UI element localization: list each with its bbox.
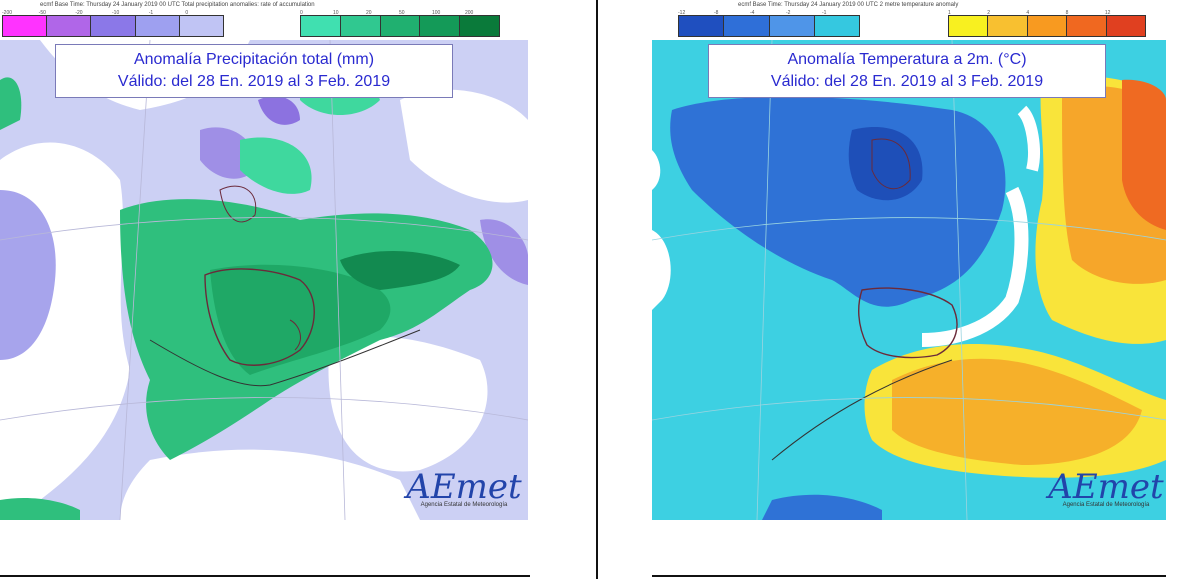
tick-label: -4 xyxy=(750,10,755,16)
temperature-anomaly-map xyxy=(652,40,1166,520)
tick-label: -2 xyxy=(786,10,791,16)
temperature-anomaly-panel: ecmf Base Time: Thursday 24 January 2019… xyxy=(596,0,1188,579)
precip-anomaly-map xyxy=(0,40,528,520)
tick-label: 1 xyxy=(948,10,951,16)
colorbar-swatch xyxy=(380,16,421,36)
temp-ticks-negative: -12 -8 -4 -2 -1 xyxy=(678,10,858,16)
precip-valid-dates: Válido: del 28 En. 2019 al 3 Feb. 2019 xyxy=(117,73,391,90)
colorbar-swatch xyxy=(988,16,1028,36)
colorbar-swatch xyxy=(949,16,989,36)
temp-title: Anomalía Temperatura a 2m. (°C) xyxy=(787,51,1027,68)
precip-title-box: Anomalía Precipitación total (mm) Válido… xyxy=(55,44,453,98)
tick-label: 200 xyxy=(465,10,474,16)
precip-ticks-positive: 0 10 20 50 100 200 xyxy=(300,10,498,16)
divider xyxy=(652,575,1166,577)
divider xyxy=(0,575,530,577)
tick-label: 10 xyxy=(333,10,339,16)
colorbar-swatch xyxy=(679,16,725,36)
colorbar-swatch xyxy=(724,16,770,36)
tick-label: -50 xyxy=(38,10,46,16)
temp-colorbar-positive xyxy=(948,15,1146,37)
aemet-logo-text: AEmet xyxy=(406,467,522,507)
tick-label: 0 xyxy=(300,10,303,16)
colorbar-swatch xyxy=(91,16,136,36)
tick-label: 20 xyxy=(366,10,372,16)
tick-label: -1 xyxy=(148,10,154,16)
temp-valid-dates: Válido: del 28 En. 2019 al 3 Feb. 2019 xyxy=(770,73,1044,90)
colorbar-swatch xyxy=(1067,16,1107,36)
colorbar-swatch xyxy=(1106,16,1146,36)
colorbar-swatch xyxy=(179,16,224,36)
tick-label: 2 xyxy=(987,10,990,16)
tick-label: -12 xyxy=(678,10,686,16)
temp-ticks-positive: 1 2 4 8 12 xyxy=(948,10,1144,16)
temp-title-box: Anomalía Temperatura a 2m. (°C) Válido: … xyxy=(708,44,1106,98)
tick-label: 8 xyxy=(1065,10,1069,16)
tick-label: 50 xyxy=(399,10,405,16)
tick-label: 12 xyxy=(1104,10,1111,16)
colorbar-swatch xyxy=(814,16,859,36)
aemet-logo: AEmet Agencia Estatal de Meteorología xyxy=(1046,470,1166,508)
tick-label: 0 xyxy=(185,10,189,16)
temp-colorbar-negative xyxy=(678,15,860,37)
precip-title: Anomalía Precipitación total (mm) xyxy=(133,51,375,68)
tick-label: 100 xyxy=(432,10,441,16)
tick-label: 4 xyxy=(1026,10,1030,16)
colorbar-swatch xyxy=(135,16,180,36)
colorbar-swatch xyxy=(3,16,48,36)
tick-label: -10 xyxy=(112,10,120,16)
temp-header: ecmf Base Time: Thursday 24 January 2019… xyxy=(738,2,959,8)
tick-label: -20 xyxy=(75,10,83,16)
aemet-logo-subtitle: Agencia Estatal de Meteorología xyxy=(420,502,508,508)
aemet-logo-text: AEmet xyxy=(1048,467,1164,507)
precip-header: ecmf Base Time: Thursday 24 January 2019… xyxy=(40,2,315,8)
precip-colorbar-positive xyxy=(300,15,500,37)
aemet-logo-subtitle: Agencia Estatal de Meteorología xyxy=(1062,502,1150,508)
precip-ticks-negative: -200 -50 -20 -10 -1 0 xyxy=(2,10,222,16)
colorbar-swatch xyxy=(47,16,92,36)
precip-colorbar-negative xyxy=(2,15,224,37)
aemet-logo: AEmet Agencia Estatal de Meteorología xyxy=(404,470,524,508)
tick-label: -1 xyxy=(822,10,827,16)
colorbar-swatch xyxy=(769,16,815,36)
colorbar-swatch xyxy=(1027,16,1068,36)
colorbar-swatch xyxy=(301,16,341,36)
colorbar-swatch xyxy=(460,16,499,36)
tick-label: -8 xyxy=(714,10,719,16)
precipitation-anomaly-panel: ecmf Base Time: Thursday 24 January 2019… xyxy=(0,0,530,579)
colorbar-swatch xyxy=(420,16,461,36)
colorbar-swatch xyxy=(340,16,381,36)
tick-label: -200 xyxy=(2,10,13,16)
